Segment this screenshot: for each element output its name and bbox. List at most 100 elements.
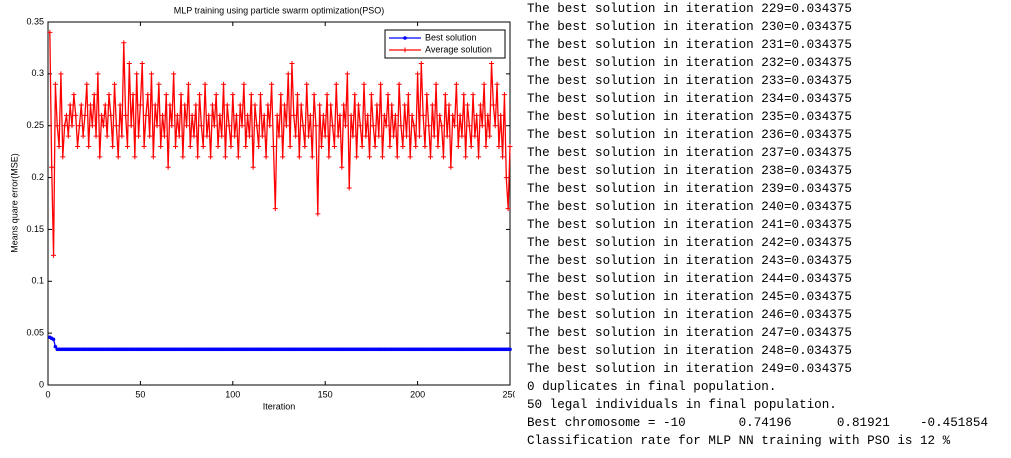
marker: [429, 102, 435, 108]
marker: [307, 112, 313, 118]
console-line: The best solution in iteration 246=0.034…: [527, 308, 852, 322]
marker: [315, 211, 321, 217]
console-line: The best solution in iteration 238=0.034…: [527, 164, 852, 178]
y-axis-label: Means quare error(MSE): [9, 153, 19, 253]
marker: [67, 102, 73, 108]
marker: [442, 92, 448, 98]
marker: [204, 133, 210, 139]
marker: [389, 102, 395, 108]
marker: [228, 143, 234, 149]
marker: [374, 102, 380, 108]
marker: [490, 102, 496, 108]
marker: [102, 102, 108, 108]
marker: [243, 143, 249, 149]
marker: [437, 112, 443, 118]
marker: [250, 164, 256, 170]
marker: [148, 71, 154, 77]
marker: [402, 102, 408, 108]
marker: [259, 133, 265, 139]
marker: [185, 81, 191, 87]
marker: [415, 71, 421, 77]
marker: [311, 92, 317, 98]
marker: [328, 102, 334, 108]
marker: [409, 112, 415, 118]
marker: [132, 154, 138, 160]
marker: [464, 102, 470, 108]
marker: [51, 252, 57, 258]
marker: [115, 154, 121, 160]
marker: [213, 92, 219, 98]
console-line: The best solution in iteration 247=0.034…: [527, 326, 852, 340]
marker: [206, 112, 212, 118]
marker: [346, 185, 352, 191]
console-line: The best solution in iteration 237=0.034…: [527, 146, 852, 160]
marker: [396, 81, 402, 87]
plot-area: [47, 21, 511, 386]
marker: [330, 123, 336, 129]
marker: [289, 60, 295, 66]
x-tick-label: 100: [225, 389, 240, 399]
line: [49, 32, 511, 256]
console-line: The best solution in iteration 240=0.034…: [527, 200, 852, 214]
marker: [282, 102, 288, 108]
series: [47, 29, 513, 258]
marker: [500, 154, 506, 160]
marker: [195, 154, 201, 160]
console-line: The best solution in iteration 249=0.034…: [527, 362, 852, 376]
marker: [112, 81, 118, 87]
marker: [76, 123, 82, 129]
marker: [176, 133, 182, 139]
marker: [121, 40, 127, 46]
marker: [416, 133, 422, 139]
marker: [468, 143, 474, 149]
marker: [235, 154, 241, 160]
marker: [124, 143, 130, 149]
x-tick-label: 50: [135, 389, 145, 399]
marker: [63, 112, 69, 118]
y-tick-label: 0: [39, 379, 44, 389]
marker: [363, 133, 369, 139]
legend-marker: [402, 47, 408, 53]
marker: [381, 112, 387, 118]
marker: [75, 143, 81, 149]
marker: [60, 154, 66, 160]
marker: [378, 81, 384, 87]
y-tick-label: 0.15: [26, 224, 44, 234]
marker: [420, 112, 426, 118]
marker: [343, 123, 349, 129]
marker: [270, 143, 276, 149]
y-tick-label: 0.05: [26, 328, 44, 338]
marker: [501, 92, 507, 98]
marker: [69, 123, 75, 129]
chart: MLP training using particle swarm optimi…: [9, 5, 515, 411]
marker: [261, 112, 267, 118]
marker: [446, 102, 452, 108]
marker: [457, 112, 463, 118]
marker: [86, 143, 92, 149]
marker: [489, 60, 495, 66]
marker: [222, 154, 228, 160]
marker: [167, 102, 173, 108]
marker: [492, 123, 498, 129]
console-line: The best solution in iteration 244=0.034…: [527, 272, 852, 286]
marker: [78, 102, 84, 108]
marker: [189, 112, 195, 118]
marker: [265, 102, 271, 108]
marker: [283, 123, 289, 129]
marker: [331, 143, 337, 149]
console-line: The best solution in iteration 236=0.034…: [527, 128, 852, 142]
marker: [452, 123, 458, 129]
marker: [309, 154, 315, 160]
marker: [99, 112, 105, 118]
marker: [239, 123, 245, 129]
marker: [150, 154, 156, 160]
marker: [49, 164, 55, 170]
marker: [304, 81, 310, 87]
marker: [128, 123, 134, 129]
x-tick-label: 150: [318, 389, 333, 399]
marker: [337, 112, 343, 118]
legend-box: [384, 29, 506, 59]
console-line: The best solution in iteration 234=0.034…: [527, 92, 852, 106]
marker: [428, 154, 434, 160]
